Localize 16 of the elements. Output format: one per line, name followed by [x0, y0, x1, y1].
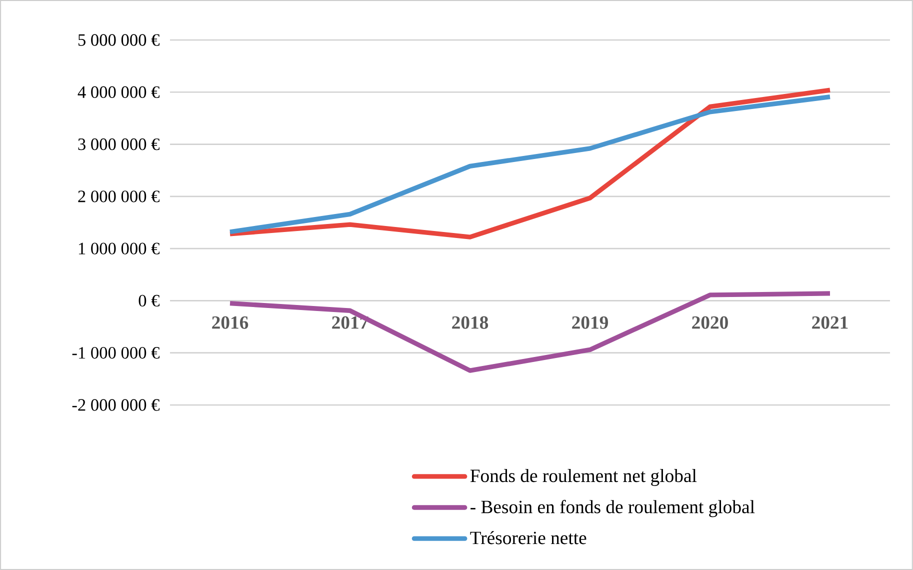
y-tick-label: 3 000 000 € [78, 138, 160, 150]
x-tick-label: 2020 [692, 316, 728, 329]
y-tick-label: 2 000 000 € [78, 190, 160, 202]
x-tick-label: 2019 [572, 316, 608, 329]
y-tick-label: 5 000 000 € [78, 34, 160, 46]
y-tick-label: -2 000 000 € [72, 399, 160, 411]
y-tick-label: 1 000 000 € [78, 242, 160, 254]
x-tick-label: 2016 [212, 316, 248, 329]
legend-label: Trésorerie nette [470, 531, 586, 544]
legend-label: Fonds de roulement net global [470, 468, 697, 486]
x-tick-label: 2018 [452, 316, 488, 329]
y-tick-label: -1 000 000 € [72, 347, 160, 359]
legend-label: - Besoin en fonds de roulement global [470, 500, 755, 518]
y-tick-label: 4 000 000 € [78, 86, 160, 98]
x-tick-label: 2021 [812, 316, 848, 329]
y-tick-label: 0 € [138, 294, 160, 307]
